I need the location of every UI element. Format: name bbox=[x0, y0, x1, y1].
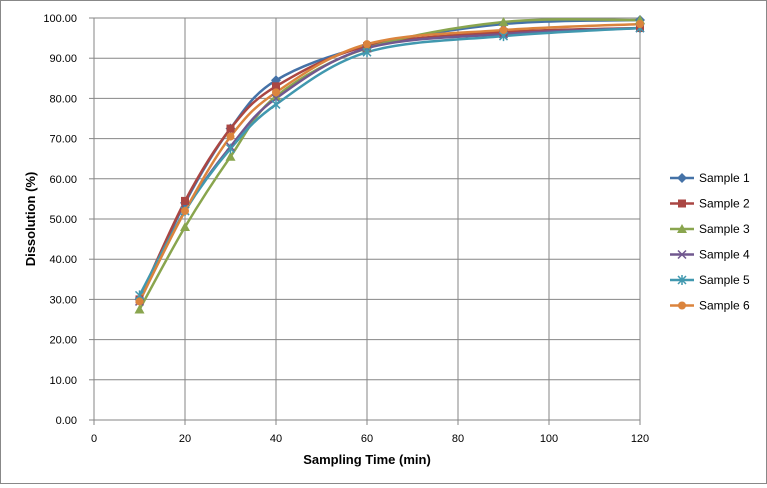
legend-sample-5-label: Sample 5 bbox=[699, 273, 750, 287]
x-axis-ticks: 0 20 40 60 80 100 120 bbox=[91, 420, 649, 445]
x-tick-label: 0 bbox=[91, 433, 97, 445]
series-lines bbox=[138, 18, 641, 311]
legend-sample-5-marker bbox=[677, 275, 687, 285]
sample-6-line bbox=[138, 22, 641, 302]
legend-sample-4-marker bbox=[677, 249, 687, 260]
x-tick-label: 100 bbox=[540, 433, 558, 445]
series-markers bbox=[134, 15, 645, 314]
sample-5-point bbox=[225, 143, 236, 154]
y-tick-label: 0.00 bbox=[56, 415, 77, 427]
sample-4-line bbox=[138, 26, 641, 302]
sample-6-point bbox=[272, 88, 280, 97]
sample-6-point bbox=[363, 40, 371, 49]
sample-5-point bbox=[271, 99, 281, 110]
x-axis-title: Sampling Time (min) bbox=[303, 452, 431, 467]
sample-3-point bbox=[225, 151, 236, 161]
legend: Sample 1 Sample 2 Sample 3 Sample 4 Sample 5… bbox=[670, 171, 750, 313]
y-tick-label: 60.00 bbox=[49, 174, 77, 186]
y-tick-label: 40.00 bbox=[49, 254, 77, 266]
y-axis-title: Dissolution (%) bbox=[23, 172, 38, 267]
sample-6-point bbox=[636, 20, 644, 29]
legend-sample-6-label: Sample 6 bbox=[699, 299, 750, 313]
sample-2-point bbox=[272, 82, 280, 91]
y-tick-label: 80.00 bbox=[49, 93, 77, 105]
y-axis-ticks: 0.00 10.00 20.00 30.00 40.00 50.00 60.00 70.00 8… bbox=[43, 13, 94, 427]
sample-2-line bbox=[138, 26, 641, 300]
sample-6-point bbox=[181, 206, 189, 215]
y-tick-label: 30.00 bbox=[49, 294, 77, 306]
sample-3-line bbox=[138, 18, 641, 311]
sample-5-point bbox=[362, 47, 372, 58]
x-tick-label: 60 bbox=[361, 433, 373, 445]
sample-3-point bbox=[180, 222, 190, 232]
y-tick-label: 90.00 bbox=[49, 53, 77, 65]
y-tick-label: 20.00 bbox=[49, 335, 77, 347]
legend-sample-4-label: Sample 4 bbox=[699, 248, 750, 262]
legend-sample-2-marker bbox=[678, 199, 686, 208]
y-tick-label: 100.00 bbox=[43, 13, 77, 25]
legend-sample-3-label: Sample 3 bbox=[699, 222, 750, 236]
y-tick-label: 70.00 bbox=[49, 134, 77, 146]
x-tick-label: 80 bbox=[452, 433, 464, 445]
sample-2-point bbox=[181, 196, 189, 205]
legend-sample-2-label: Sample 2 bbox=[699, 197, 750, 211]
x-tick-label: 20 bbox=[179, 433, 191, 445]
x-tick-label: 120 bbox=[631, 433, 649, 445]
legend-sample-1-marker bbox=[677, 173, 687, 183]
sample-3-point bbox=[498, 17, 509, 27]
sample-2-point bbox=[226, 124, 235, 133]
sample-3-point bbox=[134, 304, 145, 314]
legend-sample-3-marker bbox=[677, 224, 687, 233]
legend-sample-1-label: Sample 1 bbox=[699, 171, 750, 185]
sample-6-point bbox=[226, 132, 235, 141]
sample-6-point bbox=[135, 297, 144, 306]
legend-sample-6-marker bbox=[678, 301, 686, 310]
y-tick-label: 10.00 bbox=[49, 375, 77, 387]
sample-6-point bbox=[499, 26, 508, 35]
x-tick-label: 40 bbox=[270, 433, 282, 445]
y-tick-label: 50.00 bbox=[49, 214, 77, 226]
